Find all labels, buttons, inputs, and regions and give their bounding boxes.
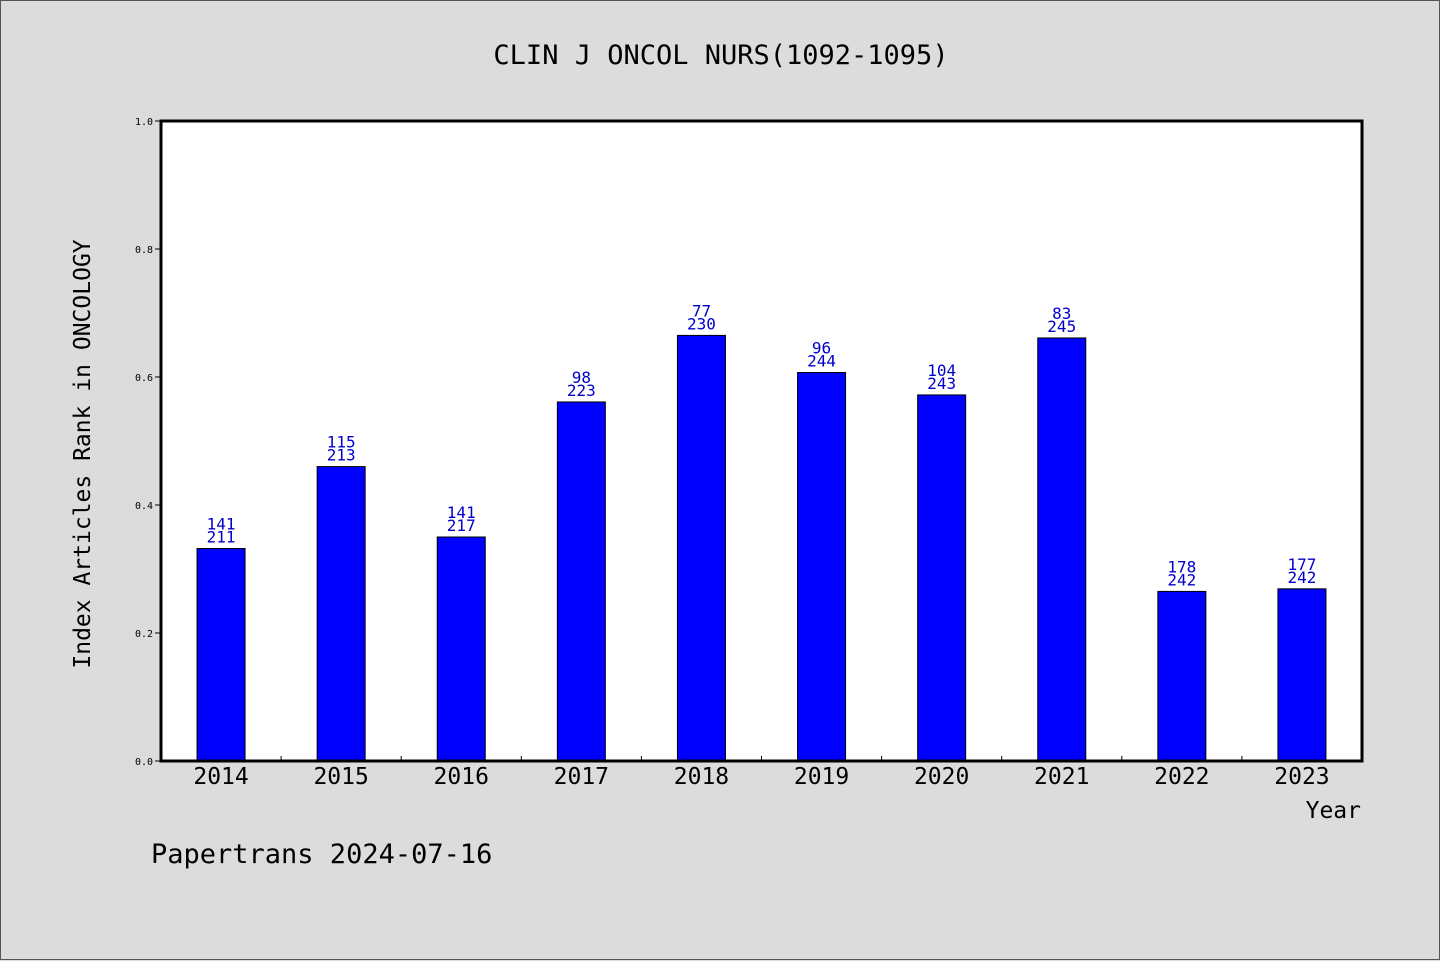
bar-total-label: 223: [567, 381, 596, 400]
bar-2023: [1277, 588, 1327, 762]
bar-total-label: 244: [807, 352, 836, 371]
x-tick-label: 2017: [554, 764, 609, 790]
x-tick-label: 2016: [434, 764, 489, 790]
bar-2021: [1037, 337, 1087, 762]
footer-credit: Papertrans 2024-07-16: [151, 839, 492, 870]
bar-rank-label: 77: [692, 301, 711, 320]
bar-total-label: 217: [447, 516, 476, 535]
bar-rank-label: 83: [1052, 304, 1071, 323]
bar-2020: [917, 394, 967, 762]
chart-title: CLIN J ONCOL NURS(1092-1095): [493, 40, 948, 71]
bar-2018: [676, 334, 726, 762]
bar-rank-label: 104: [927, 361, 956, 380]
bar-total-label: 213: [327, 446, 356, 465]
x-tick-label: 2021: [1034, 764, 1089, 790]
bar-total-label: 242: [1287, 568, 1316, 587]
plot-border: [159, 119, 1364, 763]
x-tick-label: 2018: [674, 764, 729, 790]
y-tick-label: 1.0: [135, 117, 153, 128]
bar-total-label: 230: [687, 314, 716, 333]
y-tick-label: 0.0: [135, 757, 153, 768]
x-tick-label: 2022: [1154, 764, 1209, 790]
bar-2015: [316, 466, 366, 762]
bar-total-label: 243: [927, 374, 956, 393]
bar-2017: [556, 401, 606, 762]
bar-total-label: 245: [1047, 317, 1076, 336]
plot-area: 0.00.20.40.60.81.01412112014115213201514…: [135, 117, 1364, 790]
bar-2019: [797, 372, 847, 762]
x-tick-label: 2014: [193, 764, 248, 790]
y-tick-label: 0.6: [135, 373, 153, 384]
x-axis-label: Year: [1306, 798, 1361, 824]
bar-2014: [196, 548, 246, 762]
y-tick-label: 0.8: [135, 245, 153, 256]
bar-rank-label: 96: [812, 339, 831, 358]
bar-total-label: 242: [1167, 570, 1196, 589]
y-tick-label: 0.4: [135, 501, 153, 512]
bar-rank-label: 115: [327, 433, 356, 452]
bar-total-label: 211: [207, 528, 236, 547]
y-axis-label: Index Articles Rank in ONCOLOGY: [70, 239, 96, 668]
bar-rank-label: 178: [1167, 557, 1196, 576]
bar-2022: [1157, 590, 1207, 762]
bar-rank-label: 177: [1287, 555, 1316, 574]
y-tick-label: 0.2: [135, 629, 153, 640]
bar-rank-label: 141: [207, 515, 236, 534]
bar-rank-label: 98: [572, 368, 591, 387]
x-tick-label: 2023: [1274, 764, 1329, 790]
bar-rank-label: 141: [447, 503, 476, 522]
bar-2016: [436, 536, 486, 762]
x-tick-label: 2020: [914, 764, 969, 790]
x-tick-label: 2015: [313, 764, 368, 790]
x-tick-label: 2019: [794, 764, 849, 790]
